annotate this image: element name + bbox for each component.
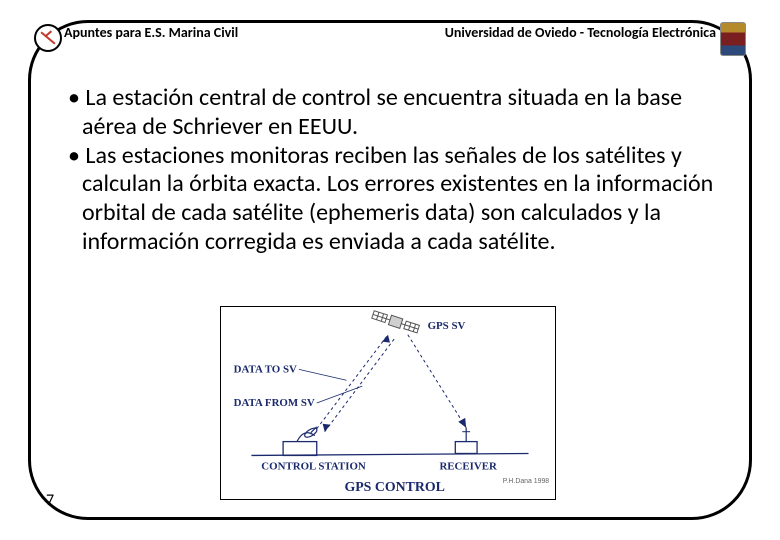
label-data-to-sv: DATA TO SV bbox=[234, 363, 297, 375]
diagram-credit: P.H.Dana 1998 bbox=[503, 478, 549, 485]
university-crest-icon bbox=[720, 22, 746, 56]
compass-icon bbox=[34, 24, 62, 52]
receiver-icon bbox=[455, 428, 477, 454]
header-left-text: Apuntes para E.S. Marina Civil bbox=[64, 24, 238, 41]
label-control-station: CONTROL STATION bbox=[261, 460, 366, 472]
slide-content: La estación central de control se encuen… bbox=[64, 84, 716, 257]
bullet-item: La estación central de control se encuen… bbox=[64, 84, 716, 142]
label-gps-sv: GPS SV bbox=[428, 320, 466, 332]
header-right-text: Universidad de Oviedo - Tecnología Elect… bbox=[445, 24, 716, 41]
diagram-title: GPS CONTROL bbox=[344, 479, 444, 494]
slide: Apuntes para E.S. Marina Civil Universid… bbox=[0, 0, 780, 540]
page-number: 7 bbox=[46, 491, 54, 510]
gps-control-diagram: GPS SV CONTROL STATION RECEIVER bbox=[220, 306, 556, 500]
control-station-icon bbox=[283, 426, 318, 455]
slide-header: Apuntes para E.S. Marina Civil Universid… bbox=[64, 24, 716, 41]
label-receiver: RECEIVER bbox=[439, 460, 497, 472]
bullet-item: Las estaciones monitoras reciben las señ… bbox=[64, 142, 716, 257]
label-data-from-sv: DATA FROM SV bbox=[234, 397, 315, 409]
